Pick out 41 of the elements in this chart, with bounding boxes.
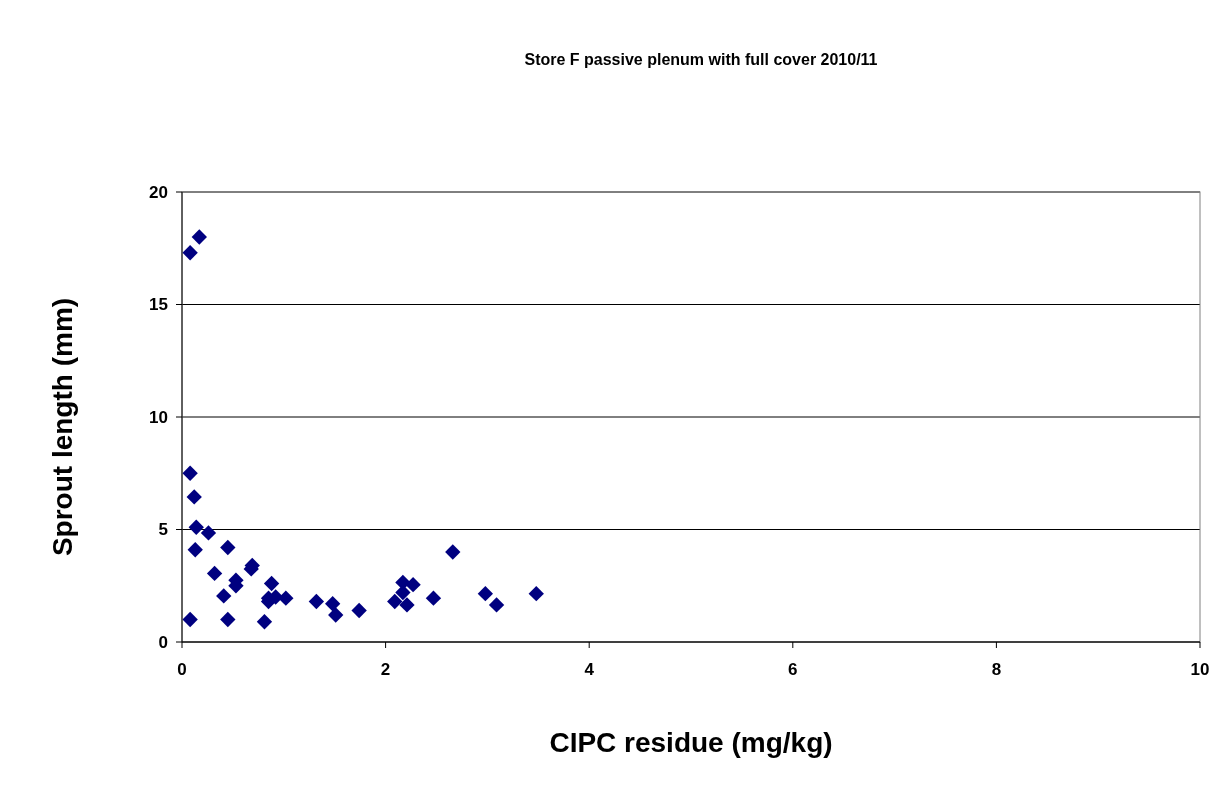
- point: [405, 576, 421, 593]
- point: [263, 575, 280, 592]
- x-tick-label: 8: [991, 660, 1002, 679]
- x-tick-label: 4: [584, 660, 595, 679]
- point: [528, 585, 544, 602]
- point: [186, 489, 202, 505]
- y-tick-label: 10: [149, 407, 168, 427]
- point: [188, 519, 204, 535]
- point: [399, 597, 415, 613]
- point: [182, 465, 198, 481]
- y-tick-label: 5: [158, 520, 168, 540]
- y-axis-title: Sprout length (mm): [47, 297, 78, 557]
- point: [351, 602, 367, 619]
- point: [324, 596, 341, 612]
- x-tick-label: 2: [380, 660, 391, 679]
- y-tick-label: 15: [149, 295, 168, 315]
- y-tick-label: 20: [149, 182, 168, 202]
- point: [328, 607, 344, 623]
- x-tick-label: 0: [177, 660, 187, 679]
- chart-title: Store F passive plenum with full cover 2010/11: [524, 51, 878, 68]
- point: [308, 593, 325, 610]
- point: [387, 593, 403, 610]
- point: [220, 611, 236, 628]
- point: [187, 542, 203, 558]
- x-axis-title: CIPC residue (mg/kg): [549, 727, 833, 758]
- point: [191, 229, 207, 245]
- point: [182, 611, 198, 628]
- y-tick-label: 0: [158, 632, 168, 652]
- point: [488, 597, 505, 613]
- x-tick-label: 10: [1190, 660, 1210, 679]
- point: [256, 614, 273, 630]
- point: [216, 588, 232, 604]
- point: [182, 245, 198, 261]
- point: [200, 525, 217, 541]
- point: [220, 539, 236, 556]
- point: [445, 544, 461, 560]
- point: [477, 585, 494, 602]
- point: [425, 590, 442, 606]
- point: [278, 590, 294, 606]
- point: [206, 565, 223, 582]
- x-tick-label: 6: [788, 660, 798, 679]
